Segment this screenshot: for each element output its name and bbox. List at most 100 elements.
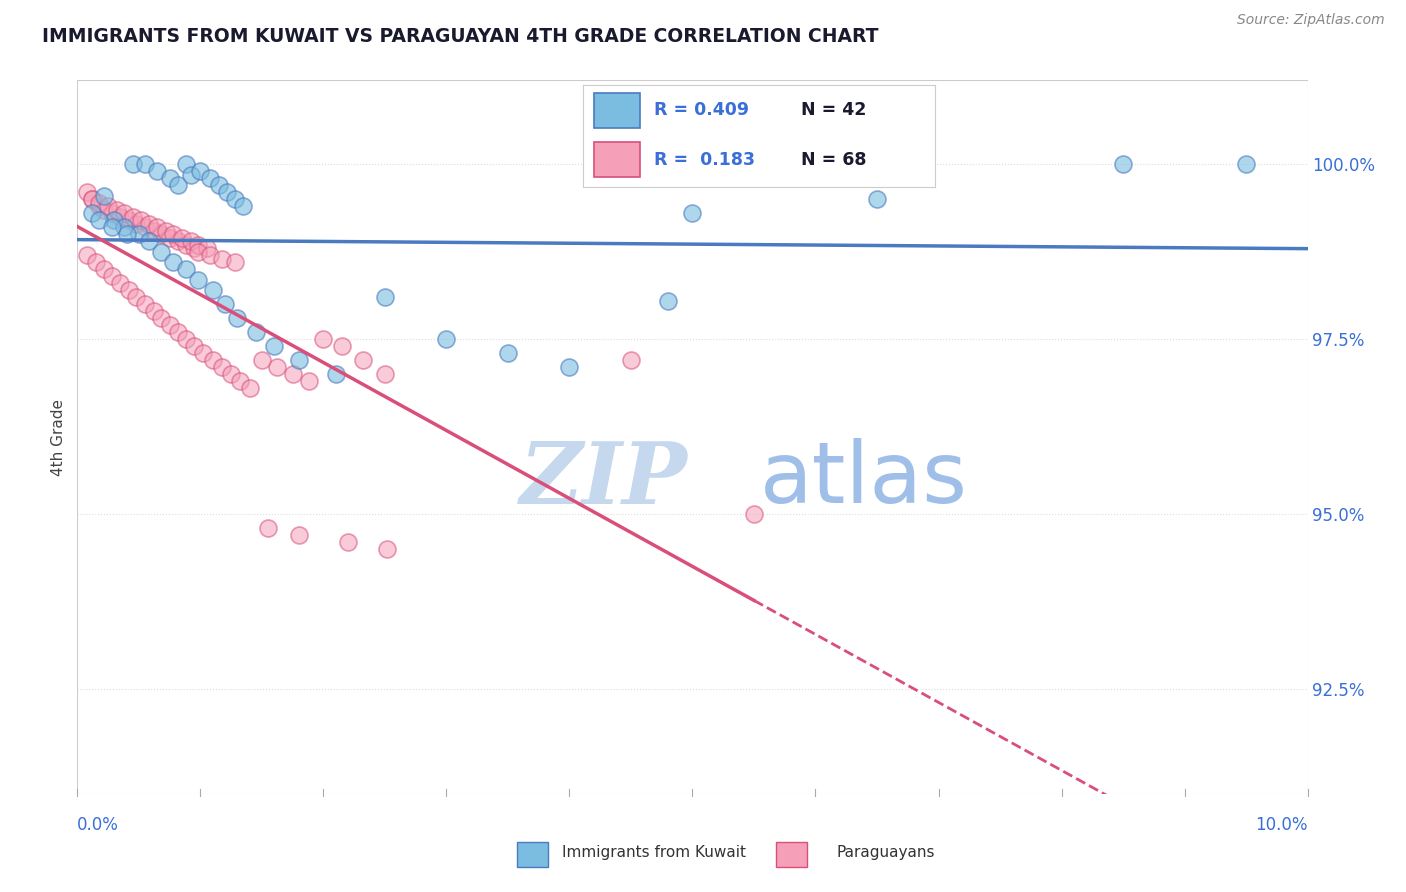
- Bar: [593, 93, 640, 128]
- Point: [298, 374, 321, 388]
- Point: [131, 213, 153, 227]
- Point: [281, 367, 304, 381]
- Point: [118, 213, 141, 227]
- Point: [377, 541, 399, 556]
- Point: [112, 206, 135, 220]
- Point: [352, 353, 374, 368]
- Point: [224, 192, 246, 206]
- Text: atlas: atlas: [761, 438, 969, 522]
- Point: [134, 297, 156, 311]
- Point: [82, 206, 104, 220]
- Point: [224, 255, 246, 269]
- Point: [214, 297, 236, 311]
- Point: [146, 220, 169, 235]
- Point: [250, 353, 273, 368]
- Text: N = 42: N = 42: [801, 102, 866, 120]
- Point: [82, 192, 104, 206]
- Point: [1234, 157, 1257, 171]
- Point: [142, 304, 165, 318]
- Point: [174, 332, 197, 346]
- Text: ZIP: ZIP: [520, 438, 688, 522]
- Point: [138, 234, 160, 248]
- Point: [337, 535, 360, 549]
- Point: [232, 199, 254, 213]
- Point: [183, 241, 205, 255]
- Point: [128, 227, 150, 242]
- Point: [134, 157, 156, 171]
- Point: [150, 227, 173, 242]
- Point: [312, 332, 335, 346]
- Point: [866, 192, 889, 206]
- Point: [110, 210, 132, 224]
- Point: [1112, 157, 1135, 171]
- Point: [167, 178, 190, 193]
- Text: R = 0.409: R = 0.409: [654, 102, 749, 120]
- Point: [201, 353, 224, 368]
- Point: [155, 224, 177, 238]
- Point: [174, 237, 197, 252]
- Point: [121, 157, 143, 171]
- Point: [142, 224, 165, 238]
- Point: [121, 210, 143, 224]
- Point: [105, 202, 128, 217]
- Point: [150, 244, 173, 259]
- Point: [620, 353, 643, 368]
- Point: [657, 293, 679, 308]
- Point: [76, 248, 98, 262]
- Point: [374, 290, 396, 304]
- Point: [188, 164, 212, 178]
- Point: [496, 346, 519, 360]
- Point: [330, 339, 353, 353]
- Point: [170, 230, 193, 244]
- Point: [159, 318, 181, 333]
- Point: [103, 213, 125, 227]
- Point: [118, 283, 141, 297]
- Point: [125, 217, 148, 231]
- Point: [110, 276, 132, 290]
- Bar: [593, 142, 640, 177]
- Point: [191, 346, 214, 360]
- Point: [138, 217, 160, 231]
- Point: [229, 374, 252, 388]
- Point: [167, 325, 190, 339]
- Point: [101, 220, 124, 235]
- Point: [89, 199, 111, 213]
- Point: [200, 171, 222, 186]
- Point: [82, 192, 104, 206]
- Point: [208, 178, 231, 193]
- Point: [93, 202, 115, 217]
- Point: [201, 283, 224, 297]
- Y-axis label: 4th Grade: 4th Grade: [51, 399, 66, 475]
- Point: [239, 381, 262, 395]
- Point: [146, 164, 169, 178]
- Point: [150, 311, 173, 326]
- Point: [101, 269, 124, 284]
- Point: [97, 199, 120, 213]
- Point: [187, 244, 209, 259]
- Point: [89, 213, 111, 227]
- Point: [245, 325, 267, 339]
- Text: R =  0.183: R = 0.183: [654, 151, 755, 169]
- Point: [162, 255, 184, 269]
- Point: [180, 234, 202, 248]
- Text: Source: ZipAtlas.com: Source: ZipAtlas.com: [1237, 13, 1385, 28]
- Text: 0.0%: 0.0%: [77, 816, 120, 834]
- Point: [89, 195, 111, 210]
- Point: [325, 367, 347, 381]
- Point: [115, 227, 138, 242]
- Point: [159, 230, 181, 244]
- Point: [200, 248, 222, 262]
- Point: [112, 220, 135, 235]
- Point: [159, 171, 181, 186]
- Point: [226, 311, 249, 326]
- Point: [101, 206, 124, 220]
- Point: [211, 252, 233, 266]
- Point: [125, 290, 148, 304]
- Point: [263, 339, 285, 353]
- Point: [211, 360, 233, 375]
- Point: [195, 241, 218, 255]
- Text: 10.0%: 10.0%: [1256, 816, 1308, 834]
- Point: [288, 528, 311, 542]
- Point: [174, 157, 197, 171]
- Point: [558, 360, 581, 375]
